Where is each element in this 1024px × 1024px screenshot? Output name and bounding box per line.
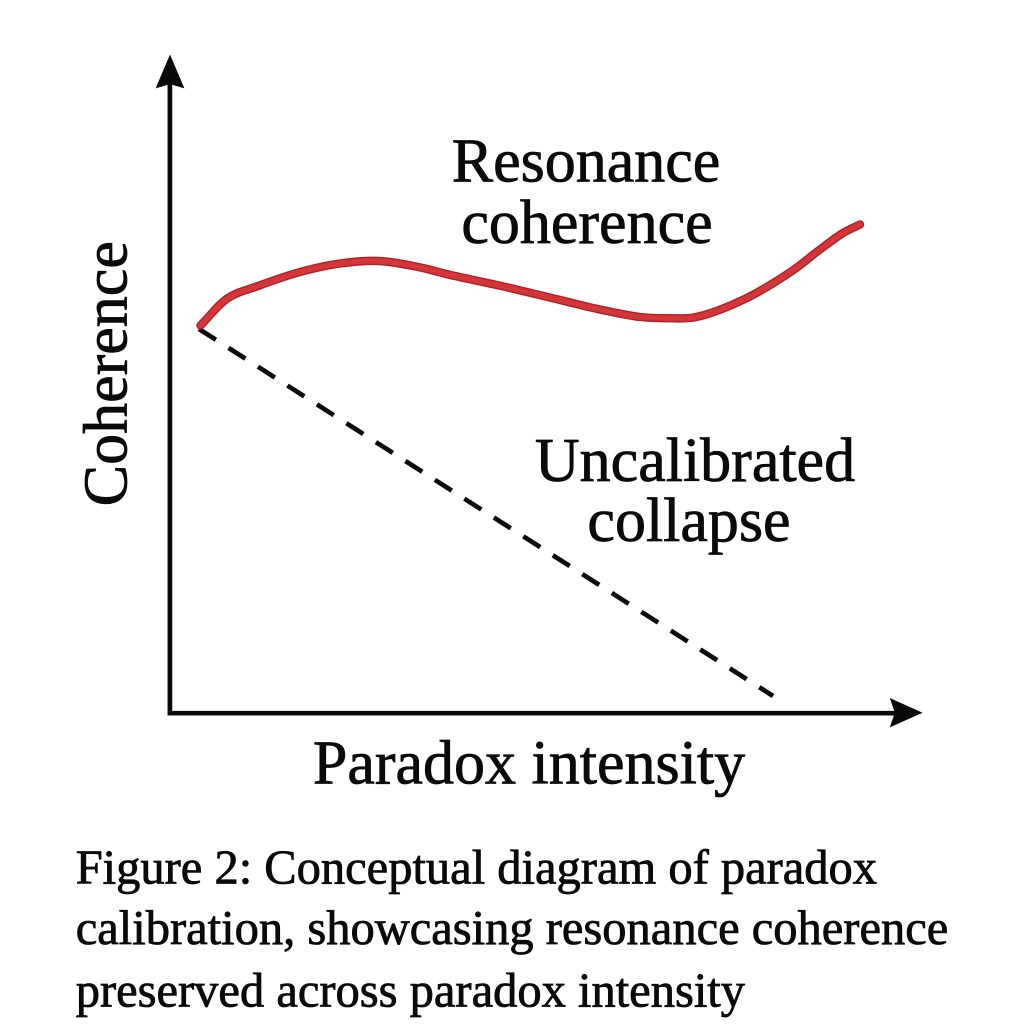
svg-text:calibration, showcasing resona: calibration, showcasing resonance cohere… <box>76 902 949 955</box>
svg-text:Paradox intensity: Paradox intensity <box>313 730 745 798</box>
svg-text:coherence: coherence <box>461 189 712 257</box>
svg-text:preserved across paradox inten: preserved across paradox intensity <box>76 965 746 1018</box>
svg-text:Uncalibrated: Uncalibrated <box>535 427 855 495</box>
svg-text:collapse: collapse <box>587 487 790 555</box>
svg-text:Coherence: Coherence <box>73 241 141 506</box>
svg-text:Resonance: Resonance <box>452 127 721 195</box>
svg-text:Figure 2: Conceptual diagram o: Figure 2: Conceptual diagram of paradox <box>76 842 877 895</box>
